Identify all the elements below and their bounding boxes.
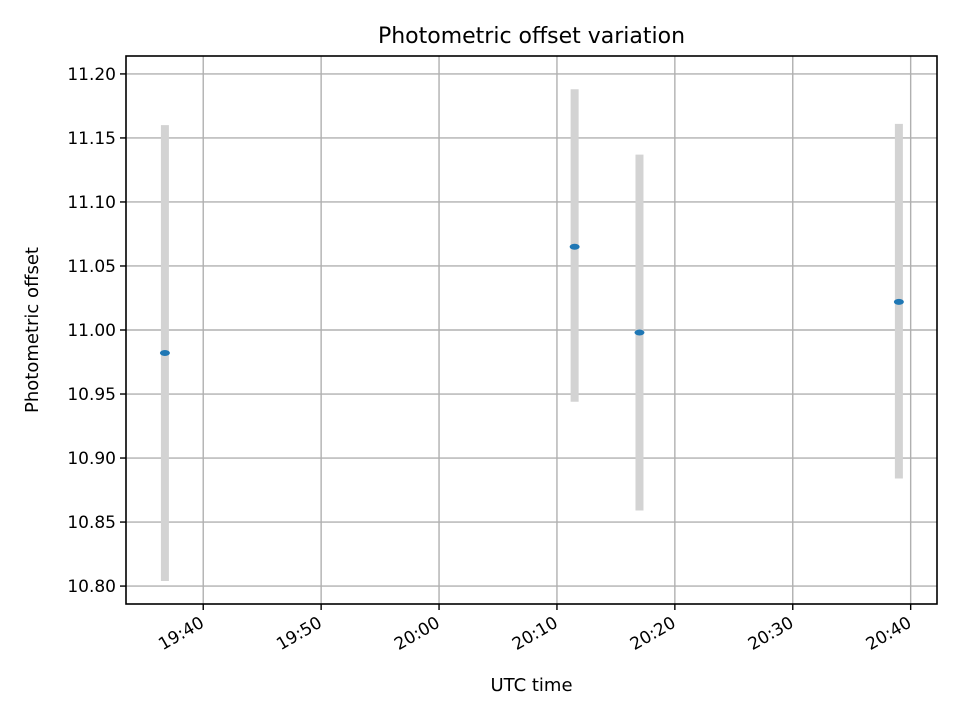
y-tick-label: 10.85	[67, 513, 116, 533]
y-tick-label: 10.95	[67, 385, 116, 405]
grid-lines	[126, 56, 937, 604]
y-tick-label: 10.90	[67, 449, 116, 469]
data-point	[569, 243, 580, 250]
y-tick-label: 11.15	[67, 129, 116, 149]
data-points	[159, 243, 904, 357]
error-bars	[160, 89, 903, 581]
y-tick-label: 11.10	[67, 193, 116, 213]
data-point	[159, 350, 170, 357]
x-tick-label: 19:40	[155, 613, 207, 655]
y-tick-label: 10.80	[67, 577, 116, 597]
axis-ticks	[120, 73, 912, 610]
x-tick-label: 20:40	[863, 613, 915, 655]
y-tick-label: 11.20	[67, 65, 116, 85]
x-tick-label: 19:50	[273, 613, 325, 655]
data-point	[893, 298, 904, 305]
x-axis-label: UTC time	[490, 675, 572, 696]
data-point	[634, 329, 645, 336]
x-tick-label: 20:00	[391, 613, 443, 655]
y-tick-labels: 10.80 10.85 10.90 10.95 11.00 11.05 11.10 11.15…	[67, 65, 116, 597]
x-tick-label: 20:20	[627, 613, 679, 655]
y-tick-label: 11.05	[67, 257, 116, 277]
y-tick-label: 11.00	[67, 321, 116, 341]
y-axis-label: Photometric offset	[22, 247, 43, 413]
x-tick-label: 20:10	[509, 613, 561, 655]
chart-title: Photometric offset variation	[378, 24, 685, 49]
x-tick-labels: 19:40 19:50 20:00 20:10 20:20 20:30 20:40	[155, 613, 915, 655]
x-tick-label: 20:30	[745, 613, 797, 655]
